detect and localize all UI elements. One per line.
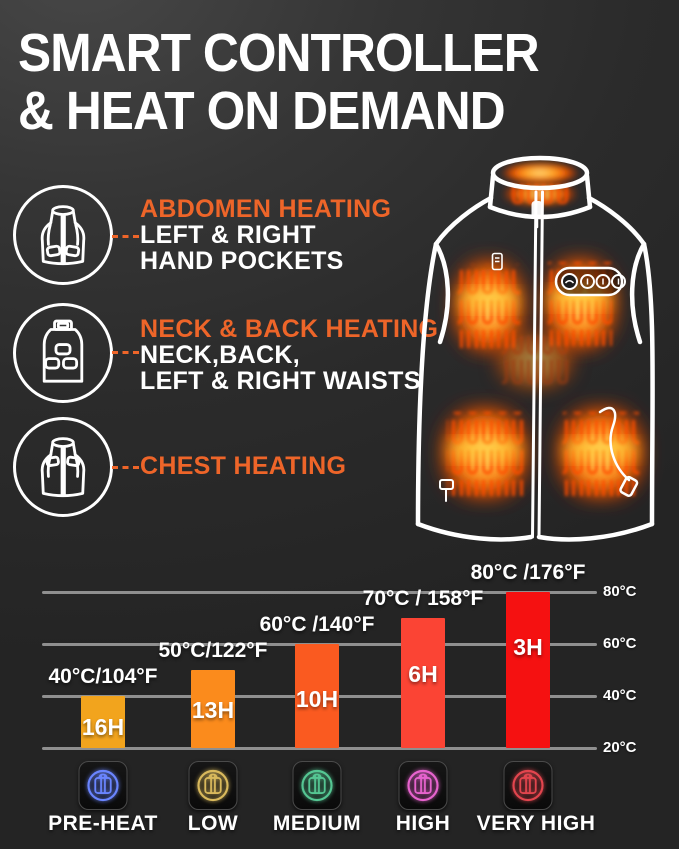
vest-glyph-icon (87, 769, 119, 802)
page-title: SMART CONTROLLER & HEAT ON DEMAND (18, 23, 540, 141)
heat-level-icon-low (188, 761, 238, 810)
level-label-pre-heat: PRE-HEAT (48, 812, 158, 835)
gridline-60c (42, 642, 597, 646)
controller-badge (554, 266, 626, 297)
vest-glyph-icon (407, 769, 439, 802)
remote-control-icon (491, 252, 503, 271)
y-axis-label-80c: 80°C (603, 583, 637, 600)
level-label-low: LOW (187, 812, 239, 835)
heat-level-icon-pre-heat (78, 761, 128, 810)
chest-heating-text: CHEST HEATING (140, 453, 346, 479)
dashed-connector (112, 351, 139, 354)
feature-line: HAND POCKETS (140, 247, 344, 275)
right-waist-heat-pad (554, 403, 648, 503)
left-waist-heat-pad (438, 403, 532, 503)
bar-pre-heat (81, 696, 125, 748)
page-title-line1: SMART CONTROLLER (18, 23, 540, 83)
page-title-line2: & HEAT ON DEMAND (18, 81, 506, 141)
bar-temp-label-pre-heat: 40°C/104°F (48, 665, 158, 688)
level-label-medium: MEDIUM (272, 812, 362, 835)
vest-outline (415, 155, 655, 542)
vest-front-pockets-icon (13, 185, 113, 285)
usb-cable-icon (598, 406, 639, 497)
vest-chest-icon (13, 417, 113, 517)
feature-line: LEFT & RIGHT (140, 221, 316, 249)
gridline-20c (42, 746, 597, 750)
bar-low (191, 670, 235, 748)
bar-medium (295, 644, 339, 748)
zipper-slider (531, 201, 543, 229)
feature-line: NECK,BACK, (140, 341, 300, 369)
dashed-connector (112, 235, 139, 238)
plug-icon (439, 479, 454, 502)
vest-back-icon (13, 303, 113, 403)
bar-temp-label-low: 50°C/122°F (158, 639, 268, 662)
dashed-connector (112, 466, 139, 469)
y-axis-label-20c: 20°C (603, 739, 637, 756)
heated-vest-illustration (390, 150, 679, 550)
heat-level-icon-medium (292, 761, 342, 810)
heat-level-icon-very-high (503, 761, 553, 810)
level-label-very-high: VERY HIGH (476, 812, 596, 835)
y-axis-label-40c: 40°C (603, 687, 637, 704)
feature-line: LEFT & RIGHT WAISTS (140, 367, 421, 395)
vest-glyph-icon (197, 769, 229, 802)
feature-heading: NECK & BACK HEATING (140, 315, 439, 343)
abdomen-heating-text: ABDOMEN HEATING LEFT & RIGHT HAND POCKET… (140, 196, 391, 274)
gridline-80c (42, 590, 597, 594)
bar-temp-label-very-high: 80°C /176°F (470, 561, 586, 584)
bar-hours-label-very-high: 3H (513, 634, 543, 660)
bar-high (401, 618, 445, 748)
bar-very-high (506, 592, 550, 748)
bar-hours-label-low: 13H (191, 697, 235, 723)
feature-heading: ABDOMEN HEATING (140, 195, 392, 223)
vest-glyph-icon (301, 769, 333, 802)
y-axis-label-60c: 60°C (603, 635, 637, 652)
bar-hours-label-high: 6H (408, 661, 438, 687)
gridline-40c (42, 694, 597, 698)
bar-temp-label-high: 70°C / 158°F (362, 587, 484, 610)
level-label-high: HIGH (395, 812, 451, 835)
bar-hours-label-pre-heat: 16H (81, 714, 125, 740)
feature-heading: CHEST HEATING (140, 452, 347, 480)
heat-level-icon-high (398, 761, 448, 810)
bar-temp-label-medium: 60°C /140°F (259, 613, 375, 636)
neck-back-heating-text: NECK & BACK HEATING NECK,BACK, LEFT & RI… (140, 316, 438, 394)
vest-glyph-icon (512, 769, 544, 802)
bar-hours-label-medium: 10H (295, 686, 339, 712)
zipper (531, 190, 544, 539)
